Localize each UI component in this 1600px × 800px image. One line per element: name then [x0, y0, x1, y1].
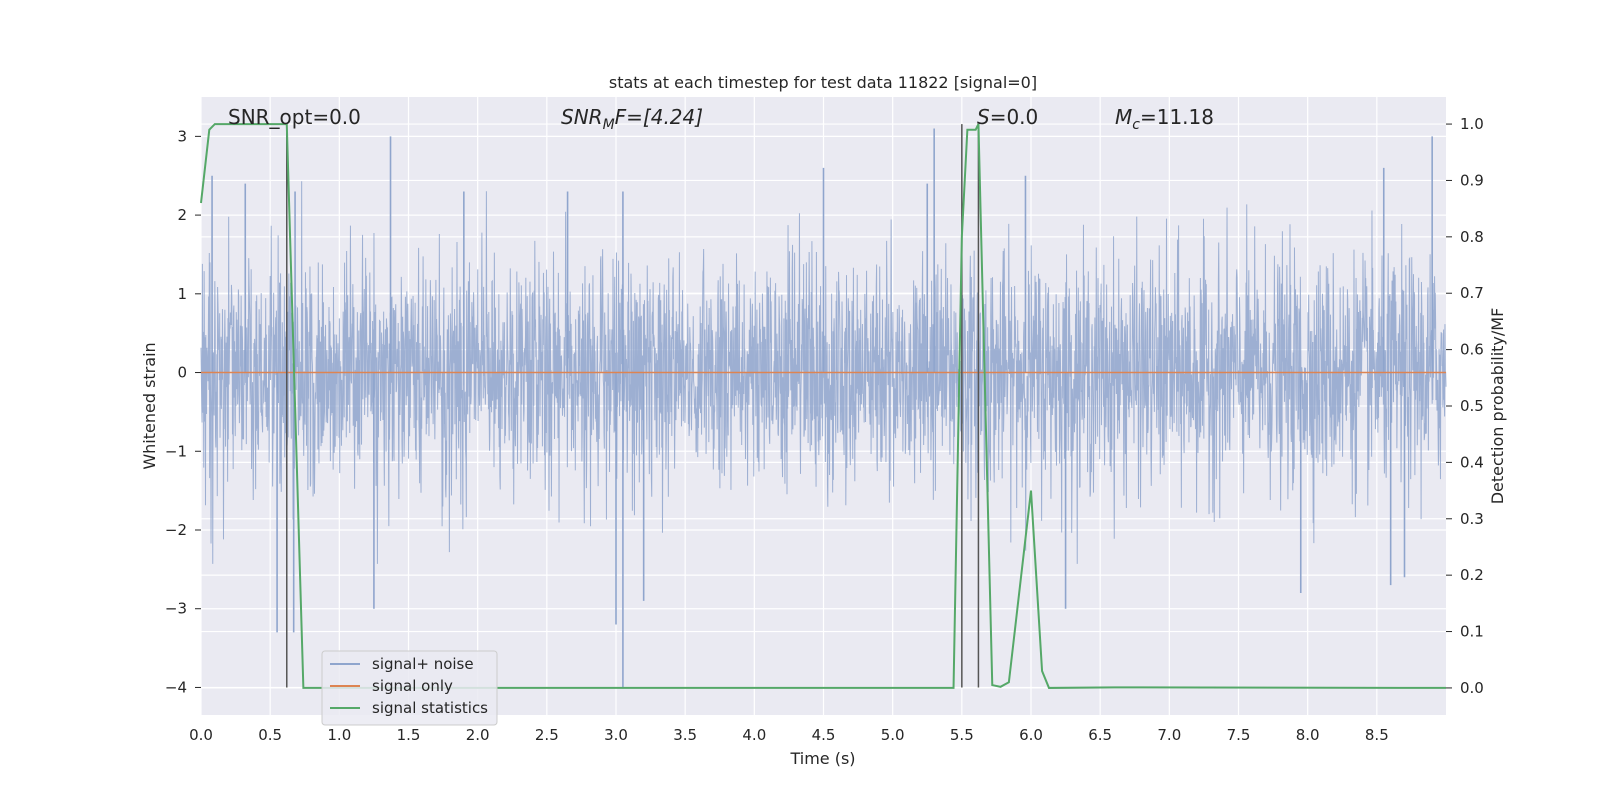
x-tick-label: 5.0	[881, 726, 905, 744]
x-tick-label: 6.0	[1019, 726, 1043, 744]
annotation-mc: Mc=11.18	[1115, 105, 1214, 133]
y-axis-left-ticks: 3 2 1 0 −1 −2 −3 −4	[165, 127, 201, 696]
chart-title: stats at each timestep for test data 118…	[609, 73, 1037, 92]
x-tick-label: 0.5	[258, 726, 282, 744]
y-right-tick-label: 0.1	[1460, 623, 1484, 641]
y-right-tick-label: 0.2	[1460, 566, 1484, 584]
annotation-s: S=0.0	[977, 105, 1038, 129]
y-left-tick-label: 2	[177, 206, 187, 224]
y-left-tick-label: 0	[177, 364, 187, 382]
annotation-snr-opt: SNR_opt=0.0	[228, 105, 361, 129]
annotation-snr-mf: SNRMF=[4.24]	[561, 105, 703, 133]
y-right-tick-label: 1.0	[1460, 115, 1484, 133]
legend-label-signal-noise: signal+ noise	[372, 655, 474, 673]
y-right-tick-label: 0.5	[1460, 397, 1484, 415]
y-right-tick-label: 0.4	[1460, 453, 1484, 471]
y-right-tick-label: 0.8	[1460, 228, 1484, 246]
series-signal-statistics	[200, 123, 1447, 689]
y-left-tick-label: −3	[165, 600, 187, 618]
x-tick-label: 1.0	[327, 726, 351, 744]
y-left-tick-label: 3	[177, 127, 187, 145]
y-left-tick-label: −1	[165, 442, 187, 460]
y-axis-right-label: Detection probability/MF	[1488, 308, 1507, 505]
x-tick-label: 1.5	[397, 726, 421, 744]
y-right-tick-label: 0.9	[1460, 171, 1484, 189]
legend-box	[321, 650, 498, 726]
x-tick-label: 5.5	[950, 726, 974, 744]
y-right-tick-label: 0.3	[1460, 510, 1484, 528]
signal-statistics-line	[200, 123, 1447, 689]
legend-label-signal-only: signal only	[372, 677, 453, 695]
y-right-tick-label: 0.0	[1460, 679, 1484, 697]
x-axis-label: Time (s)	[789, 749, 855, 768]
x-tick-label: 3.5	[673, 726, 697, 744]
series-signal-noise	[200, 128, 1447, 688]
x-tick-label: 7.5	[1227, 726, 1251, 744]
x-tick-label: 4.5	[812, 726, 836, 744]
y-left-tick-label: 1	[177, 285, 187, 303]
x-tick-label: 6.5	[1088, 726, 1112, 744]
y-right-tick-label: 0.6	[1460, 341, 1484, 359]
x-tick-label: 2.5	[535, 726, 559, 744]
x-tick-label: 8.0	[1296, 726, 1320, 744]
legend: signal+ noise signal only signal statist…	[321, 650, 498, 726]
x-tick-label: 0.0	[189, 726, 213, 744]
x-tick-label: 7.0	[1157, 726, 1181, 744]
y-left-tick-label: −2	[165, 521, 187, 539]
legend-label-signal-statistics: signal statistics	[372, 699, 488, 717]
x-tick-label: 3.0	[604, 726, 628, 744]
x-tick-label: 8.5	[1365, 726, 1389, 744]
y-left-tick-label: −4	[165, 678, 187, 696]
x-axis-ticks: 0.0 0.5 1.0 1.5 2.0 2.5 3.0 3.5 4.0 4.5 5.0 5.5 6.0 6…	[189, 726, 1389, 744]
y-right-tick-label: 0.7	[1460, 284, 1484, 302]
noise-line	[200, 181, 1447, 564]
x-tick-label: 4.0	[742, 726, 766, 744]
x-tick-label: 2.0	[466, 726, 490, 744]
y-axis-right-ticks: 1.0 0.9 0.8 0.7 0.6 0.5 0.4 0.3 0.2 0.1 0.0	[1446, 115, 1484, 697]
y-axis-left-label: Whitened strain	[140, 342, 159, 469]
